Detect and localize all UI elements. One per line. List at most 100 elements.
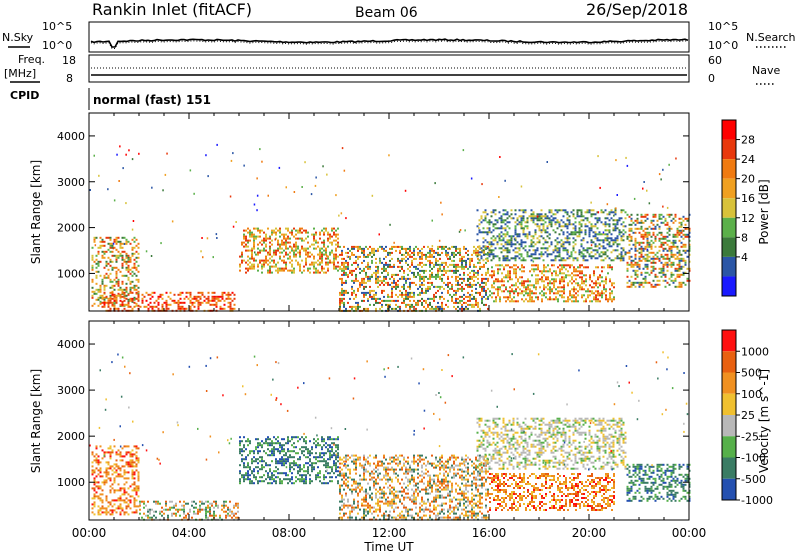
velocity-cell <box>265 438 267 441</box>
power-cell <box>485 277 487 280</box>
power-cell <box>371 255 373 258</box>
power-cell <box>327 233 329 236</box>
power-cell <box>113 240 116 243</box>
power-cell <box>451 295 453 298</box>
velocity-cell <box>105 475 108 478</box>
power-cell <box>183 297 186 300</box>
power-cell <box>540 209 543 212</box>
power-cell <box>652 259 655 262</box>
power-cell <box>674 245 677 248</box>
power-cell <box>520 223 523 226</box>
power-cell <box>485 271 487 274</box>
power-cell <box>453 255 455 258</box>
power-cell <box>393 245 395 248</box>
power-cell <box>582 247 585 250</box>
power-cell <box>575 296 577 299</box>
power-cell <box>498 211 501 214</box>
power-cell <box>572 223 575 226</box>
power-cell <box>313 247 315 250</box>
velocity-cell <box>129 453 132 456</box>
power-cell <box>107 297 110 300</box>
power-cell <box>497 294 499 297</box>
power-cell <box>373 293 375 296</box>
power-cell <box>668 245 671 248</box>
power-cell <box>447 265 449 268</box>
power-cell <box>427 305 429 308</box>
velocity-cell <box>251 458 253 461</box>
power-cell <box>283 261 285 264</box>
power-cell <box>662 265 665 268</box>
power-cell <box>601 294 603 297</box>
power-cell <box>435 307 437 310</box>
power-cell <box>564 259 567 262</box>
power-cell <box>473 283 475 286</box>
power-cell <box>561 276 563 279</box>
power-cell <box>656 255 659 258</box>
power-cell <box>289 255 291 258</box>
power-cell <box>560 219 563 222</box>
power-cell <box>399 259 401 262</box>
power-cell <box>676 275 679 278</box>
power-cell <box>165 299 168 302</box>
power-cell <box>514 231 517 234</box>
power-cell <box>487 297 489 300</box>
power-cell <box>563 272 565 275</box>
power-cell <box>668 283 671 286</box>
power-cell <box>658 239 661 242</box>
velocity-cell <box>147 514 149 517</box>
power-cell <box>231 307 234 310</box>
power-cell <box>541 300 543 303</box>
power-cell <box>563 284 565 287</box>
power-cell <box>553 280 555 283</box>
power-cell <box>93 290 96 293</box>
power-cell <box>305 229 307 232</box>
power-cell <box>620 235 623 238</box>
power-cell <box>484 217 487 220</box>
velocity-cell <box>105 507 108 510</box>
power-cell <box>427 285 429 288</box>
power-cell <box>493 270 495 273</box>
power-cell <box>121 288 124 291</box>
velocity-cell <box>125 507 128 510</box>
velocity-cell <box>139 500 141 503</box>
power-cell <box>595 290 597 293</box>
power-cell <box>285 253 287 256</box>
velocity-cell <box>127 451 130 454</box>
power-cell <box>477 261 479 264</box>
power-cell <box>149 293 152 296</box>
power-cell <box>502 255 505 258</box>
power-cell <box>603 284 605 287</box>
power-cell <box>389 247 391 250</box>
power-cell <box>375 273 377 276</box>
power-cell <box>251 253 253 256</box>
power-cell <box>305 259 307 262</box>
power-cell <box>403 301 405 304</box>
power-cell <box>610 245 613 248</box>
power-cell <box>563 286 565 289</box>
power-cell <box>566 217 569 220</box>
power-cell <box>636 249 639 252</box>
power-cell <box>634 277 637 280</box>
power-cell <box>668 227 671 230</box>
velocity-cell <box>231 512 233 515</box>
power-cell <box>99 274 102 277</box>
power-cell <box>612 211 615 214</box>
power-cell <box>395 287 397 290</box>
velocity-cell <box>227 512 229 515</box>
velocity-cell <box>289 462 291 465</box>
power-cell <box>551 290 553 293</box>
power-cell <box>616 227 619 230</box>
power-cell <box>662 241 665 244</box>
power-cell <box>514 255 517 258</box>
power-cell <box>548 221 551 224</box>
power-cell <box>610 239 613 242</box>
power-cell <box>433 307 435 310</box>
power-cell <box>469 275 471 278</box>
power-cell <box>481 301 483 304</box>
power-cell <box>624 231 627 234</box>
velocity-cell <box>273 478 275 481</box>
power-cell <box>481 289 483 292</box>
velocity-cell <box>287 438 289 441</box>
power-cell <box>609 296 611 299</box>
power-cell <box>558 259 561 262</box>
